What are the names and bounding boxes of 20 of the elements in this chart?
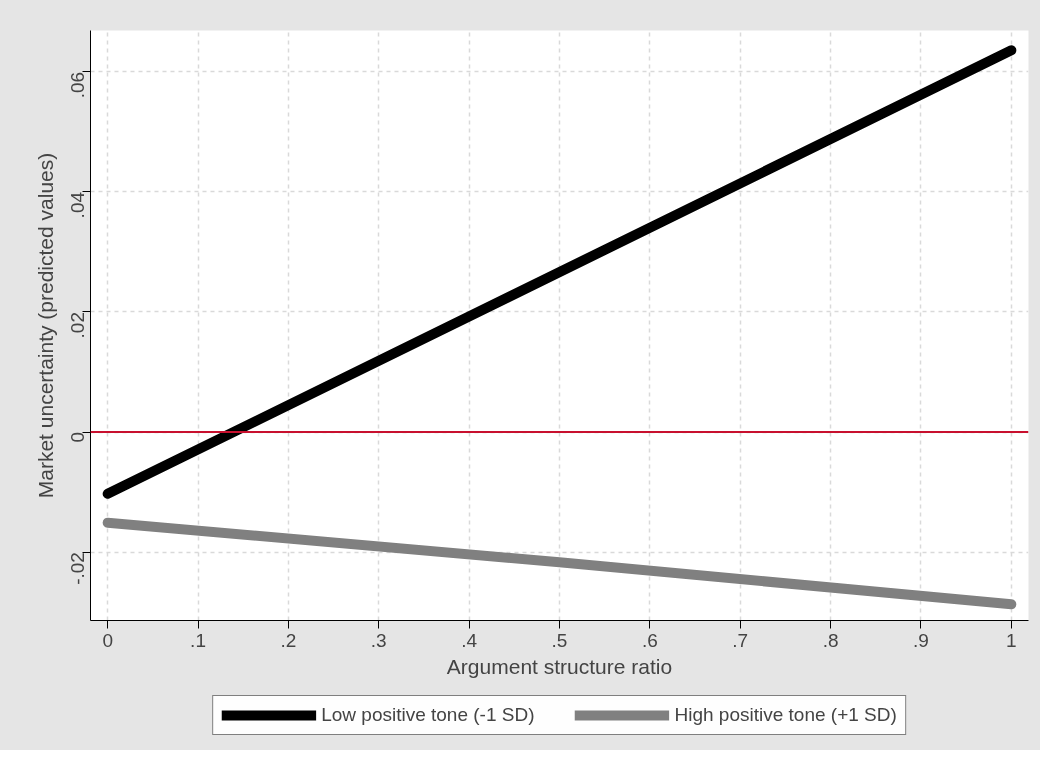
x-tick-label: .6 <box>641 629 658 651</box>
x-tick-label: 1 <box>1006 629 1017 651</box>
y-tick-label: -.02 <box>67 552 88 585</box>
x-tick-label: .9 <box>913 629 929 651</box>
x-axis-title: Argument structure ratio <box>446 654 673 678</box>
y-axis-title: Market uncertainty (predicted values) <box>33 152 57 499</box>
x-tick-label: .1 <box>190 629 206 651</box>
legend-label: Low positive tone (-1 SD) <box>321 704 535 726</box>
y-tick-label: 0 <box>67 432 88 443</box>
x-tick-label: .8 <box>822 629 839 651</box>
x-tick-label: .4 <box>461 629 478 651</box>
x-tick-label: .7 <box>732 629 749 651</box>
y-tick-label: .02 <box>67 311 88 339</box>
y-tick-label: .06 <box>67 71 88 99</box>
x-tick-label: .2 <box>280 629 297 651</box>
y-tick-label: .04 <box>67 191 88 219</box>
legend-label: High positive tone (+1 SD) <box>674 704 897 726</box>
x-tick-label: 0 <box>102 629 113 651</box>
x-tick-label: .3 <box>370 629 387 651</box>
x-tick-label: .5 <box>551 629 568 651</box>
